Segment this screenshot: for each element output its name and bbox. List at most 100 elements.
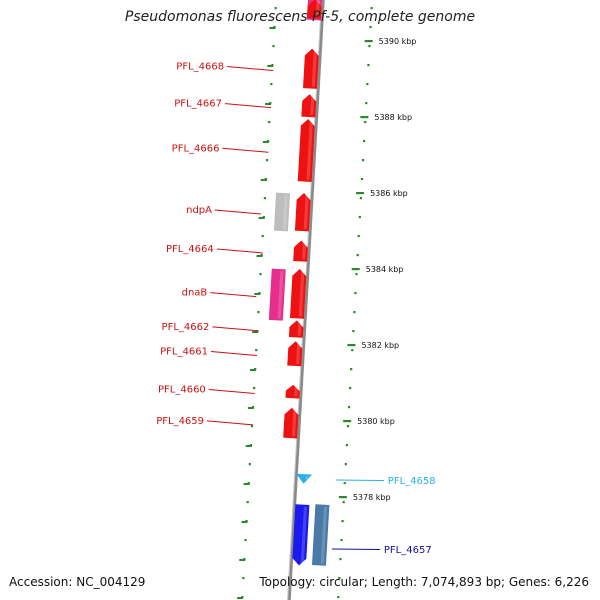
gene-pfl_4668 (302, 48, 319, 89)
label-leader (335, 479, 384, 481)
backbone-line (287, 0, 325, 600)
gene-label: PFL_4658 (388, 476, 436, 487)
tick-dot (364, 121, 367, 124)
gene-label: PFL_4657 (384, 545, 432, 556)
tick-dot (248, 463, 251, 466)
kbp-label: 5384 kbp (366, 265, 404, 274)
gene-feature (311, 504, 330, 566)
label-leader (227, 66, 274, 72)
tick-dash (252, 331, 259, 333)
gene-arrow (296, 473, 313, 484)
tick-row (237, 7, 373, 599)
label-leader (206, 420, 254, 426)
label-leader (216, 248, 263, 254)
gene-pfl_4662 (288, 320, 304, 338)
gene-pfl_4661 (287, 341, 303, 367)
gene-feature (294, 193, 311, 232)
tick-dot (359, 197, 362, 200)
label-leader (210, 351, 258, 357)
tick-dot (263, 197, 266, 200)
label-leader (210, 292, 257, 298)
gene-arrow (302, 48, 319, 89)
tick-dash (250, 369, 257, 371)
gene-pfl_4666 (297, 118, 315, 182)
gene-arrow (293, 240, 308, 262)
label-leader (208, 389, 255, 395)
gene-pfl_4658 (296, 473, 313, 484)
tick-dash (269, 27, 276, 29)
tick-dot (361, 159, 365, 162)
gene-pfl_4660 (285, 384, 300, 399)
tick-dot (338, 577, 341, 580)
gene-pfl_4664 (293, 240, 308, 262)
tick-dot (356, 254, 359, 257)
tick-dash (267, 65, 274, 67)
gene-box (268, 268, 286, 321)
kbp-tick (343, 420, 352, 423)
gene-shade (277, 271, 284, 319)
tick-dot (349, 387, 352, 390)
tick-dot (341, 520, 344, 523)
tick-dot (337, 596, 340, 599)
tick-dot (257, 311, 260, 314)
tick-dash (256, 255, 263, 257)
kbp-tick (338, 496, 347, 499)
tick-dot (253, 387, 256, 390)
gene-shade (311, 50, 317, 87)
gene-arrow (294, 193, 311, 232)
kbp-label: 5378 kbp (353, 493, 391, 502)
tick-dot (246, 501, 249, 504)
gene-arrow (283, 407, 299, 439)
tick-dot (368, 45, 371, 48)
kbp-label: 5390 kbp (379, 37, 417, 46)
gene-shade (301, 242, 307, 260)
tick-dot (250, 425, 254, 428)
tick-dot (255, 349, 258, 352)
tick-dot (369, 26, 372, 29)
tick-dot (272, 45, 275, 48)
label-leader (222, 147, 269, 153)
tick-dot (354, 292, 357, 295)
tick-dot (363, 140, 366, 143)
tick-dot (274, 7, 277, 10)
tick-dot (261, 235, 264, 238)
gene-shade (315, 1, 320, 17)
tick-dot (365, 102, 368, 105)
kbp-tick (364, 40, 373, 43)
gene-label: ndpA (186, 205, 212, 216)
gene-arrow (297, 118, 315, 182)
gene-pfl_4657 (292, 504, 310, 566)
tick-dash (241, 521, 248, 523)
kbp-label: 5386 kbp (370, 189, 408, 198)
tick-dot (340, 539, 343, 542)
gene-label: dnaB (182, 288, 208, 299)
label-leader (212, 326, 259, 332)
gene-shade (310, 96, 315, 116)
kbp-tick (360, 116, 369, 119)
gene-arrow (287, 341, 303, 367)
genome-summary: Topology: circular; Length: 7,074,893 bp… (259, 575, 589, 589)
tick-dot (367, 64, 370, 67)
tick-dot (360, 178, 364, 181)
tick-dot (244, 539, 247, 542)
tick-dot (265, 159, 269, 162)
tick-dot (355, 273, 358, 276)
gene-label: PFL_4659 (156, 416, 204, 427)
gene-label: PFL_4667 (174, 99, 222, 110)
gene-shade (296, 343, 301, 365)
tick-dot (242, 577, 245, 580)
tick-dot (370, 7, 373, 10)
gene-shade (306, 121, 313, 180)
gene-dnab (268, 268, 286, 321)
gene-arrow (292, 504, 310, 566)
tick-dash (258, 217, 265, 219)
gene-shade (297, 322, 302, 336)
gene-label: PFL_4666 (172, 143, 220, 154)
kbp-label: 5382 kbp (361, 341, 399, 350)
gene-label: PFL_4664 (166, 244, 214, 255)
tick-dash (254, 293, 261, 295)
label-leader (224, 103, 272, 109)
label-leader (214, 209, 262, 215)
tick-dot (346, 425, 350, 428)
